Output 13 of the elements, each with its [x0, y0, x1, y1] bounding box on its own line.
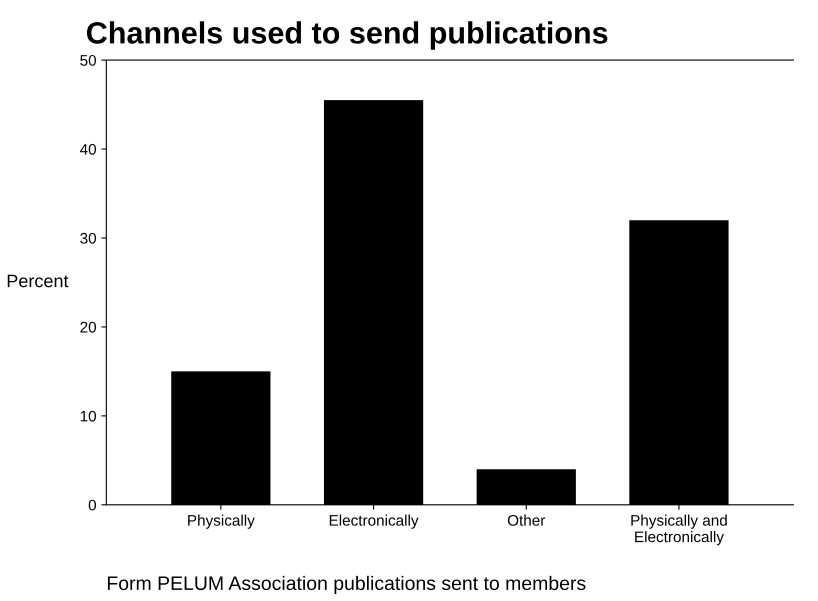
x-tick-label: Electronically	[330, 514, 419, 529]
y-tick-label: 0	[88, 500, 96, 511]
y-tick-label: 50	[80, 54, 96, 66]
chart-title: Channels used to send publications	[86, 21, 608, 50]
x-tick-label: Other	[508, 514, 546, 526]
x-tick-label: Physically and Electronically	[631, 514, 727, 546]
x-axis-title: Form PELUM Association publications sent to members	[108, 576, 586, 594]
x-tick-label: Physically	[188, 514, 255, 529]
y-tick-label: 20	[80, 322, 96, 333]
y-tick-label: 10	[80, 410, 96, 422]
y-tick-label: 30	[80, 232, 96, 244]
y-axis-title: Percent	[8, 274, 68, 288]
y-tick-label: 40	[80, 144, 96, 155]
